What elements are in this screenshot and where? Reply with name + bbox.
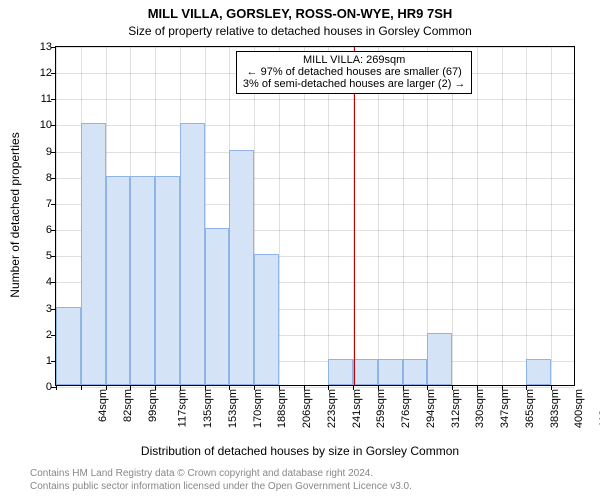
x-tick-mark bbox=[328, 385, 329, 390]
x-tick-mark bbox=[403, 385, 404, 390]
chart-title: MILL VILLA, GORSLEY, ROSS-ON-WYE, HR9 7S… bbox=[0, 6, 600, 21]
x-tick-mark bbox=[155, 385, 156, 390]
y-tick-label: 5 bbox=[46, 250, 56, 262]
figure-container: { "figure": { "width": 600, "height": 50… bbox=[0, 0, 600, 500]
y-tick-label: 3 bbox=[46, 303, 56, 315]
x-tick-mark bbox=[551, 385, 552, 390]
y-axis-label: Number of detached properties bbox=[8, 45, 22, 385]
caption-line-2: Contains public sector information licen… bbox=[30, 481, 412, 494]
chart-subtitle: Size of property relative to detached ho… bbox=[0, 24, 600, 38]
grid-line-v bbox=[452, 47, 453, 385]
x-tick-label: 170sqm bbox=[252, 385, 264, 428]
x-tick-mark bbox=[427, 385, 428, 390]
x-tick-mark bbox=[81, 385, 82, 390]
histogram-bar bbox=[427, 333, 452, 385]
histogram-bar bbox=[378, 359, 403, 385]
x-tick-mark bbox=[106, 385, 107, 390]
x-tick-label: 259sqm bbox=[376, 385, 388, 428]
histogram-bar bbox=[81, 123, 106, 385]
grid-line-h bbox=[56, 125, 574, 126]
grid-line-v bbox=[526, 47, 527, 385]
y-tick-label: 12 bbox=[40, 67, 56, 79]
histogram-bar bbox=[130, 176, 155, 385]
grid-line-v bbox=[304, 47, 305, 385]
grid-line-h bbox=[56, 99, 574, 100]
histogram-bar bbox=[180, 123, 205, 385]
x-tick-label: 383sqm bbox=[549, 385, 561, 428]
x-tick-mark bbox=[180, 385, 181, 390]
x-tick-label: 294sqm bbox=[425, 385, 437, 428]
x-tick-mark bbox=[56, 385, 57, 390]
grid-line-v bbox=[378, 47, 379, 385]
grid-line-v bbox=[502, 47, 503, 385]
y-tick-label: 6 bbox=[46, 224, 56, 236]
x-tick-mark bbox=[254, 385, 255, 390]
x-tick-label: 153sqm bbox=[227, 385, 239, 428]
x-tick-label: 64sqm bbox=[97, 385, 109, 422]
x-tick-mark bbox=[477, 385, 478, 390]
x-tick-mark bbox=[526, 385, 527, 390]
y-tick-label: 7 bbox=[46, 198, 56, 210]
annotation-line-1: ← 97% of detached houses are smaller (67… bbox=[243, 66, 466, 78]
x-tick-label: 347sqm bbox=[499, 385, 511, 428]
x-tick-label: 330sqm bbox=[475, 385, 487, 428]
y-tick-label: 4 bbox=[46, 276, 56, 288]
grid-line-h bbox=[56, 152, 574, 153]
x-tick-label: 206sqm bbox=[301, 385, 313, 428]
histogram-bar bbox=[353, 359, 378, 385]
plot-area: 01234567891011121364sqm82sqm99sqm117sqm1… bbox=[55, 46, 575, 386]
reference-line bbox=[354, 47, 355, 385]
y-tick-label: 2 bbox=[46, 329, 56, 341]
histogram-bar bbox=[56, 307, 81, 385]
x-tick-label: 117sqm bbox=[177, 385, 189, 427]
grid-line-v bbox=[403, 47, 404, 385]
annotation-box: MILL VILLA: 269sqm ← 97% of detached hou… bbox=[236, 51, 473, 94]
x-tick-label: 223sqm bbox=[326, 385, 338, 428]
x-tick-mark bbox=[353, 385, 354, 390]
x-tick-mark bbox=[452, 385, 453, 390]
y-tick-label: 1 bbox=[46, 355, 56, 367]
grid-line-v bbox=[477, 47, 478, 385]
grid-line-v bbox=[279, 47, 280, 385]
grid-line-v bbox=[551, 47, 552, 385]
histogram-bar bbox=[106, 176, 131, 385]
x-tick-mark bbox=[378, 385, 379, 390]
annotation-title: MILL VILLA: 269sqm bbox=[243, 54, 466, 66]
x-tick-label: 188sqm bbox=[276, 385, 288, 428]
x-axis-label: Distribution of detached houses by size … bbox=[0, 444, 600, 458]
grid-line-h bbox=[56, 47, 574, 48]
histogram-bar bbox=[229, 150, 254, 385]
x-tick-label: 82sqm bbox=[122, 385, 134, 422]
histogram-bar bbox=[205, 228, 230, 385]
histogram-bar bbox=[526, 359, 551, 385]
annotation-line-2: 3% of semi-detached houses are larger (2… bbox=[243, 78, 466, 90]
histogram-bar bbox=[254, 254, 279, 385]
histogram-bar bbox=[155, 176, 180, 385]
y-tick-label: 8 bbox=[46, 172, 56, 184]
y-tick-label: 11 bbox=[41, 93, 56, 105]
x-tick-label: 365sqm bbox=[524, 385, 536, 428]
x-tick-label: 276sqm bbox=[400, 385, 412, 428]
histogram-bar bbox=[403, 359, 428, 385]
y-tick-label: 0 bbox=[46, 381, 56, 393]
x-tick-mark bbox=[279, 385, 280, 390]
x-tick-label: 99sqm bbox=[147, 385, 159, 422]
y-tick-label: 9 bbox=[46, 146, 56, 158]
x-tick-label: 241sqm bbox=[351, 385, 363, 428]
x-tick-mark bbox=[130, 385, 131, 390]
y-tick-label: 13 bbox=[40, 41, 56, 53]
y-tick-label: 10 bbox=[40, 119, 56, 131]
source-caption: Contains HM Land Registry data © Crown c… bbox=[30, 468, 412, 493]
histogram-bar bbox=[328, 359, 353, 385]
caption-line-1: Contains HM Land Registry data © Crown c… bbox=[30, 468, 412, 481]
x-tick-mark bbox=[502, 385, 503, 390]
x-tick-label: 400sqm bbox=[574, 385, 586, 428]
grid-line-v bbox=[328, 47, 329, 385]
x-tick-label: 312sqm bbox=[450, 385, 462, 428]
x-tick-mark bbox=[304, 385, 305, 390]
x-tick-mark bbox=[229, 385, 230, 390]
x-tick-mark bbox=[205, 385, 206, 390]
x-tick-label: 135sqm bbox=[202, 385, 214, 428]
